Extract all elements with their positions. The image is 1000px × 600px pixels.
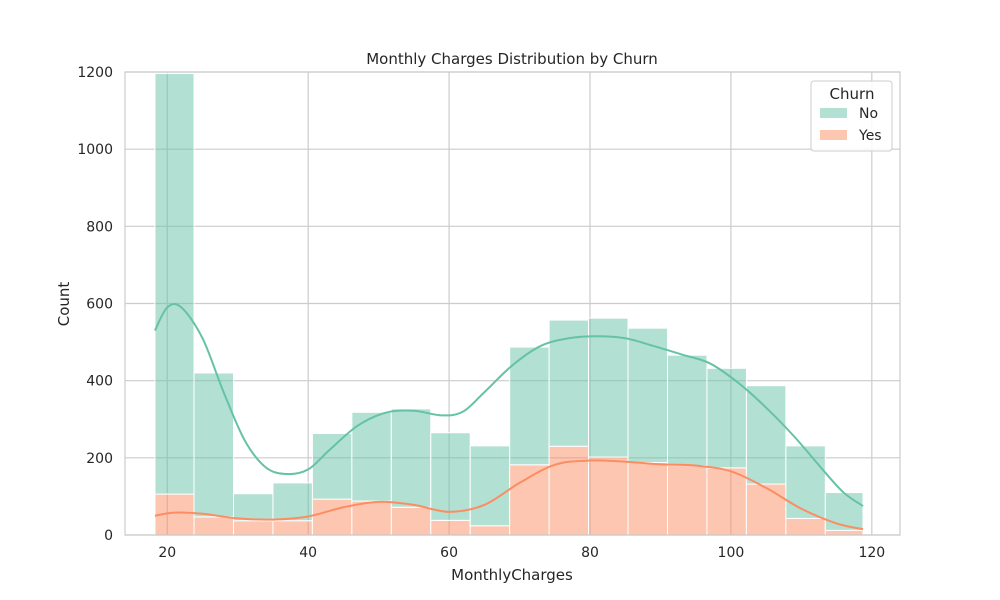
bar-no xyxy=(154,73,195,495)
bar-no xyxy=(351,411,392,502)
bar-yes xyxy=(272,520,313,536)
bar-yes xyxy=(193,516,234,536)
bar-no xyxy=(430,432,471,521)
bar-no xyxy=(745,385,787,485)
bar-yes xyxy=(745,483,787,536)
bar-yes xyxy=(469,525,511,536)
y-tick-label: 800 xyxy=(86,219,113,235)
legend-swatch-yes xyxy=(820,130,847,140)
bar-no xyxy=(233,493,274,522)
y-tick-label: 1200 xyxy=(77,65,113,81)
bars xyxy=(154,73,864,536)
bar-no xyxy=(509,346,550,466)
legend-label-yes: Yes xyxy=(858,128,882,144)
bar-yes xyxy=(390,506,432,536)
bar-no xyxy=(667,354,708,467)
kde-line-yes xyxy=(154,459,864,531)
legend-title: Churn xyxy=(830,85,875,103)
bar-yes xyxy=(627,461,669,536)
bar-yes xyxy=(824,529,864,536)
kde-curves xyxy=(154,302,864,531)
x-tick-label: 40 xyxy=(299,545,317,561)
bar-yes xyxy=(509,464,550,536)
y-tick-label: 0 xyxy=(104,528,113,544)
bar-yes xyxy=(311,498,353,536)
y-tick-label: 1000 xyxy=(77,142,113,158)
bar-no xyxy=(785,445,826,519)
y-tick-label: 200 xyxy=(86,451,113,467)
bar-no xyxy=(824,492,864,531)
bar-no xyxy=(588,317,629,458)
bar-yes xyxy=(588,456,629,536)
chart-title: Monthly Charges Distribution by Churn xyxy=(366,50,658,68)
x-tick-label: 100 xyxy=(718,545,745,561)
bar-yes xyxy=(667,465,708,536)
y-tick-label: 600 xyxy=(86,297,113,313)
bar-yes xyxy=(430,519,471,536)
bar-no xyxy=(193,372,234,518)
bar-yes xyxy=(706,467,747,536)
x-tick-label: 120 xyxy=(858,545,885,561)
bar-no xyxy=(311,433,353,500)
y-axis-label: Count xyxy=(55,282,73,327)
legend-swatch-no xyxy=(820,108,847,118)
bar-no xyxy=(272,482,313,522)
x-tick-label: 80 xyxy=(581,545,599,561)
plot-frame xyxy=(124,71,901,536)
bar-no xyxy=(390,408,432,508)
bar-yes xyxy=(785,517,826,536)
bar-yes xyxy=(233,520,274,536)
x-tick-label: 60 xyxy=(440,545,458,561)
legend: Churn No Yes xyxy=(810,80,893,152)
kde-line-no xyxy=(154,302,864,507)
x-axis-label: MonthlyCharges xyxy=(451,566,573,584)
bar-yes xyxy=(351,500,392,536)
x-tick-label: 20 xyxy=(158,545,176,561)
y-tick-label: 400 xyxy=(86,374,113,390)
legend-label-no: No xyxy=(859,106,878,122)
bar-no xyxy=(706,367,747,469)
bar-yes xyxy=(548,445,590,536)
bar-no xyxy=(469,445,511,527)
